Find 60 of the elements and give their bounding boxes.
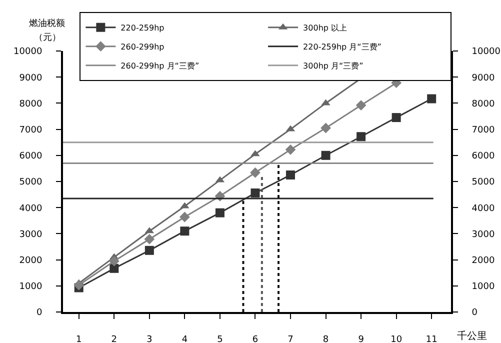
legend-label: 260-299hp 月“三费”	[120, 61, 200, 70]
point	[108, 256, 120, 266]
point	[321, 150, 330, 160]
y2-tick-label: 10000	[472, 47, 501, 58]
x-tick-label: 1	[76, 334, 82, 343]
y-tick-label: 1000	[19, 282, 42, 292]
legend-label: 220-259hp	[120, 23, 164, 32]
x-tick-label: 8	[322, 334, 329, 343]
x-tick-label: 7	[288, 334, 294, 343]
x-axis-title: 千公里	[457, 330, 487, 342]
point	[110, 264, 119, 273]
point	[215, 208, 224, 218]
point	[285, 144, 296, 155]
point	[356, 132, 366, 142]
legend-label: 260-299hp	[120, 42, 164, 52]
x-tick-label: 10	[390, 334, 402, 343]
point	[179, 212, 190, 222]
x-tick-label: 6	[252, 334, 258, 343]
point	[180, 226, 190, 236]
point	[144, 234, 155, 244]
y2-tick-label: 6000	[472, 152, 495, 162]
point	[250, 167, 260, 178]
legend-label: 220-259hp 月“三费”	[303, 42, 382, 52]
point	[427, 94, 436, 104]
y2-tick-label: 7000	[472, 125, 495, 136]
y-tick-label: 4000	[19, 204, 42, 214]
y2-tick-label: 8000	[472, 99, 495, 110]
y2-tick-label: 4000	[472, 204, 495, 214]
y-tick-label: 8000	[19, 99, 42, 110]
x-tick-label: 3	[146, 334, 152, 343]
x-tick-label: 11	[426, 334, 438, 343]
y-tick-label: 6000	[19, 152, 42, 162]
text: （元）	[34, 32, 61, 43]
y-axis-title: 燃油税额	[29, 18, 65, 29]
y-tick-label: 3000	[19, 230, 42, 240]
y-tick-label: 10000	[14, 47, 42, 58]
y-tick-label: 5000	[19, 178, 42, 188]
y-tick-label: 9000	[19, 73, 42, 84]
y-tick-label: 7000	[19, 125, 42, 136]
x-tick-label: 2	[111, 334, 118, 343]
y2-tick-label: 5000	[472, 178, 495, 188]
x-tick-label: 4	[182, 334, 188, 343]
x-tick-label: 9	[358, 334, 364, 343]
y2-tick-label: 9000	[472, 73, 495, 84]
legend-label: 300hp 以上	[303, 23, 348, 32]
y2-tick-label: 0	[472, 308, 478, 318]
y-tick-label: 0	[36, 308, 42, 318]
point	[144, 246, 154, 255]
point	[356, 100, 366, 110]
x-tick-label: 5	[217, 334, 223, 343]
point	[286, 170, 296, 180]
y2-tick-label: 3000	[472, 230, 495, 240]
point	[320, 122, 331, 134]
point	[250, 188, 260, 198]
y2-tick-label: 2000	[472, 256, 495, 266]
y2-tick-label: 1000	[472, 282, 495, 292]
point	[392, 113, 401, 122]
legend-label: 300hp 月“三费”	[303, 61, 364, 70]
point	[74, 280, 84, 290]
y-tick-label: 2000	[19, 256, 42, 266]
